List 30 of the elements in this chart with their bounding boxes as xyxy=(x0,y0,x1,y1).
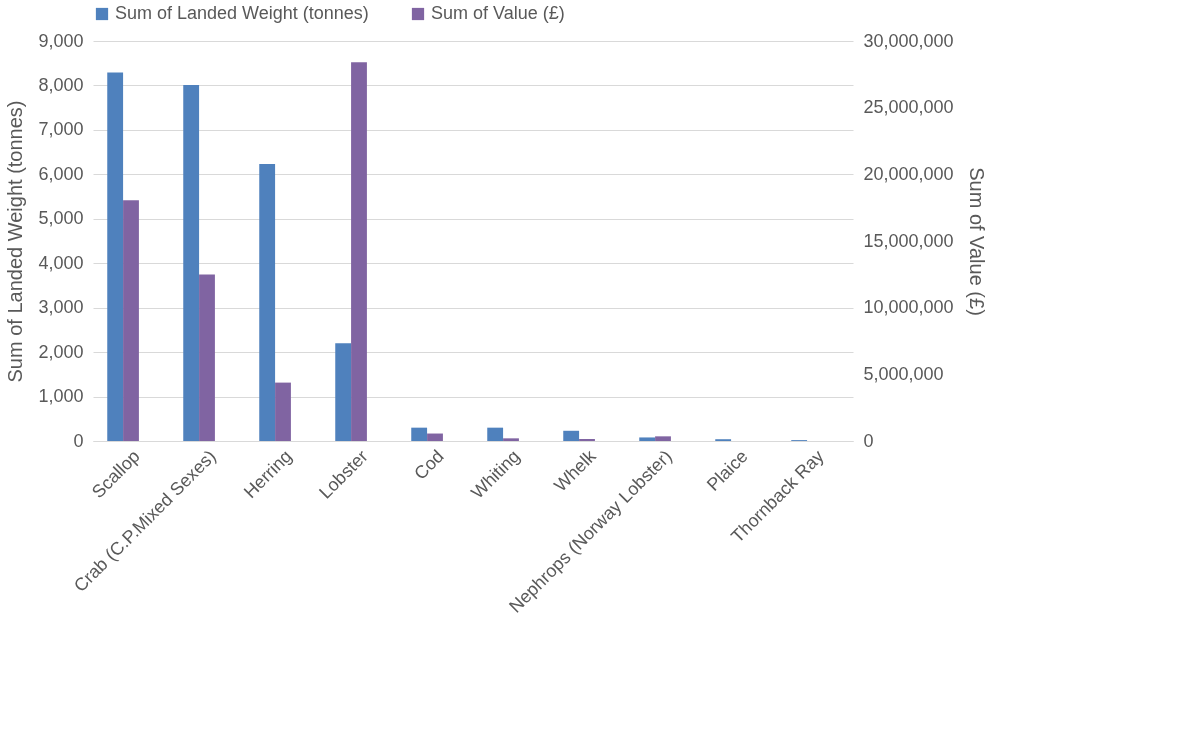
y2-tick-label: 5,000,000 xyxy=(863,363,944,384)
y2-tick-label: 10,000,000 xyxy=(863,297,954,318)
y-tick-label: 1,000 xyxy=(38,386,84,407)
bar xyxy=(487,427,504,441)
y-tick-label: 3,000 xyxy=(38,297,84,318)
y-tick-label: 0 xyxy=(73,430,84,451)
y-tick-label: 5,000 xyxy=(38,208,84,229)
bar xyxy=(351,62,367,441)
y-tick-label: 2,000 xyxy=(38,341,84,362)
x-tick-label: Cod xyxy=(410,446,448,484)
y-axis-title: Sum of Landed Weight (tonnes) xyxy=(4,100,27,383)
y2-tick-label: 25,000,000 xyxy=(863,97,954,118)
bar xyxy=(275,382,291,441)
y-tick-label: 6,000 xyxy=(38,163,84,184)
bar xyxy=(563,430,580,441)
y-tick-label: 9,000 xyxy=(38,30,84,51)
y2-tick-label: 0 xyxy=(863,430,874,451)
bar xyxy=(503,438,519,441)
y2-tick-label: 30,000,000 xyxy=(863,30,954,51)
legend-label: Sum of Value (£) xyxy=(431,3,565,23)
y-tick-label: 4,000 xyxy=(38,252,84,273)
y2-tick-label: 15,000,000 xyxy=(863,230,954,251)
legend-label: Sum of Landed Weight (tonnes) xyxy=(115,3,369,23)
bar xyxy=(335,343,352,441)
bar xyxy=(259,164,276,441)
y2-tick-label: 20,000,000 xyxy=(863,163,954,184)
bar xyxy=(183,85,200,441)
y-tick-label: 8,000 xyxy=(38,74,84,95)
y-tick-label: 7,000 xyxy=(38,119,84,140)
y2-axis-title: Sum of Value (£) xyxy=(965,167,988,316)
